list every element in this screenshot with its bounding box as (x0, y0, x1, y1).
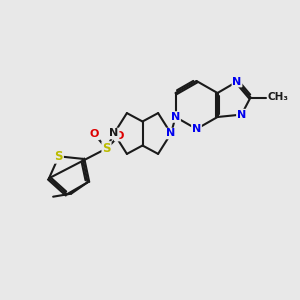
Text: N: N (167, 128, 176, 139)
Text: S: S (55, 150, 63, 163)
Text: O: O (90, 129, 99, 140)
Text: N: N (237, 110, 246, 120)
Text: N: N (171, 112, 180, 122)
Text: N: N (110, 128, 118, 139)
Text: N: N (192, 124, 201, 134)
Text: S: S (102, 142, 111, 155)
Text: O: O (115, 130, 124, 141)
Text: CH₃: CH₃ (268, 92, 289, 103)
Text: N: N (232, 76, 242, 87)
